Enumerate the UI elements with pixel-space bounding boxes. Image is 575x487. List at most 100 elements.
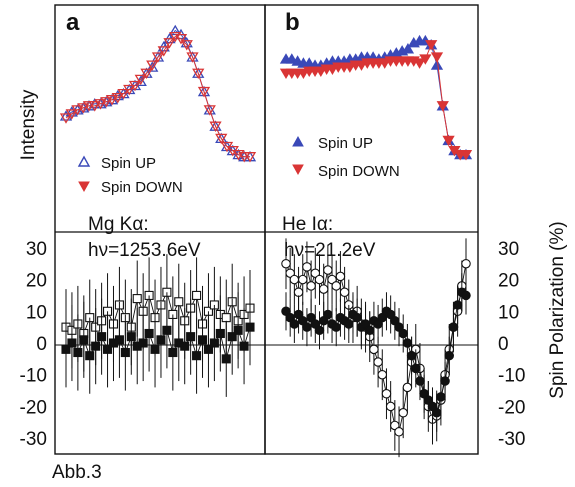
panel-b-spin-down-point [459,150,473,161]
panel-b-open-circles-point [385,401,396,412]
panel-a-filled-squares-point [221,354,231,364]
panel-b-spin-down-point [419,54,432,65]
legend-b-up-marker [292,135,304,147]
panel-a-spin-down-point [134,74,147,86]
panel-b-filled-circles-point [289,319,300,329]
panel-a-spin-up-point [146,61,159,72]
left-tick-label: 20 [26,271,47,292]
left-tick-label: 30 [26,239,47,260]
panel-a-filled-squares-point [233,325,243,335]
panel-b-spin-down-point [442,135,455,147]
panel-b-open-circles-point [297,274,308,285]
panel-a-filled-squares-point [209,338,219,348]
panel-b-open-circles-point [461,258,471,269]
panel-b-filled-circles-point [411,363,421,374]
panel-a-spin-down-point [117,88,130,100]
panel-a-filled-squares-point [114,335,124,345]
panel-a-filled-squares-point [85,351,95,361]
panel-a-label: a [66,9,80,36]
left-tick-label: -30 [20,429,47,450]
panel-a-spin-down-point [128,80,142,92]
panel-b-filled-circles-point [461,290,471,301]
panel-b-open-circles-point [339,287,350,298]
panel-a-filled-squares-point [150,344,160,354]
panel-a-spin-down-point [111,93,124,104]
panel-a-filled-squares-point [180,341,190,351]
left-tick-label: 10 [26,302,47,323]
panel-a-spin-down-point [197,86,211,98]
panel-a-spin-down-line [65,36,250,158]
panel-b-open-circles-point [318,284,329,294]
left-tick-label: -20 [20,397,47,418]
panel-a-filled-squares-point [126,332,136,342]
intensity-axis-title: Intensity [18,89,39,160]
panel-a-filled-squares-point [245,322,255,332]
panel-a-filled-squares-point [162,325,172,335]
panel-b-open-circles-point [402,382,413,393]
panel-a-spin-down-point [88,101,101,112]
legend-a-down-label: Spin DOWN [101,179,183,196]
legend-a-up-marker [77,155,91,167]
plot-layer [59,24,473,458]
right-tick-label: 10 [498,302,519,323]
panel-a-spin-down-point [123,84,136,96]
panel-b-filled-circles-point [402,338,413,348]
right-tick-label: 0 [498,334,509,355]
legend-panel-a: Spin UP Spin DOWN [77,155,183,196]
panel-a-filled-squares-point [156,335,166,345]
left-tick-label: -10 [20,366,47,387]
panel-b-open-circles-point [369,344,379,355]
panel-a-spin-down-point [151,52,165,63]
right-tick-label: 30 [498,239,519,260]
panel-b-frame [264,4,479,455]
panel-b-filled-circles-point [344,319,354,329]
panel-b-filled-circles-point [398,328,408,339]
panel-b-filled-circles-point [406,350,417,361]
panel-b-filled-circles-point [323,309,333,320]
panel-a-filled-squares-point [138,338,148,348]
panel-a-frame [54,4,266,455]
panel-b-filled-circles-point [331,322,341,332]
panel-b-filled-circles-point [448,322,459,332]
panel-a-filled-squares-point [67,338,77,348]
panel-a-spin-down-point [215,133,228,145]
panel-a-spin-up-line [65,29,250,158]
panel-b-annotation-line2: hν=21.2eV [284,240,376,261]
panel-a-spin-down-point [94,99,107,110]
panel-a-spin-down-point [192,68,205,80]
right-tick-label: -10 [498,366,525,387]
legend-a-down-marker [78,181,90,193]
panel-a-filled-squares-point [215,328,225,339]
panel-b-open-circles-point [306,281,316,291]
legend-a-up-label: Spin UP [101,155,156,172]
panel-a-spin-down-point [71,105,84,116]
panel-a-filled-squares-point [120,347,130,358]
panel-b-open-circles-point [289,274,300,285]
panel-a-filled-squares-point [197,335,208,345]
panel-b-filled-circles-point [302,322,312,332]
panel-a-spin-down-point [157,46,170,57]
panel-a-spin-down-point [186,52,199,63]
panel-b-open-circles-point [314,274,325,285]
panel-b-open-circles-point [302,262,312,272]
panel-b-open-circles-point [373,357,383,367]
panel-b-filled-circles-point [431,408,442,418]
legend-b-up-label: Spin UP [318,135,373,152]
panel-a-spin-down-point [65,109,78,120]
panel-a-open-squares-point [192,290,202,300]
panel-b-filled-circles-point [452,300,463,310]
legend-b-down-marker [292,164,304,176]
panel-a-spin-down-point [243,152,257,163]
panel-b-filled-circles-point [352,312,362,323]
panel-b-open-circles-point [335,271,346,282]
panel-a-filled-squares-point [79,335,89,345]
polarization-axis-title: Spin Polarization (%) [547,221,568,398]
panel-b-label: b [285,9,300,36]
panel-b-open-circles-point [331,281,341,291]
panel-a-open-squares-point [221,313,231,323]
legend-panel-b: Spin UP Spin DOWN [292,135,400,180]
panel-b-open-circles-point [398,408,408,418]
panel-a-spin-down-point [105,95,119,106]
right-tick-label: 20 [498,271,519,292]
